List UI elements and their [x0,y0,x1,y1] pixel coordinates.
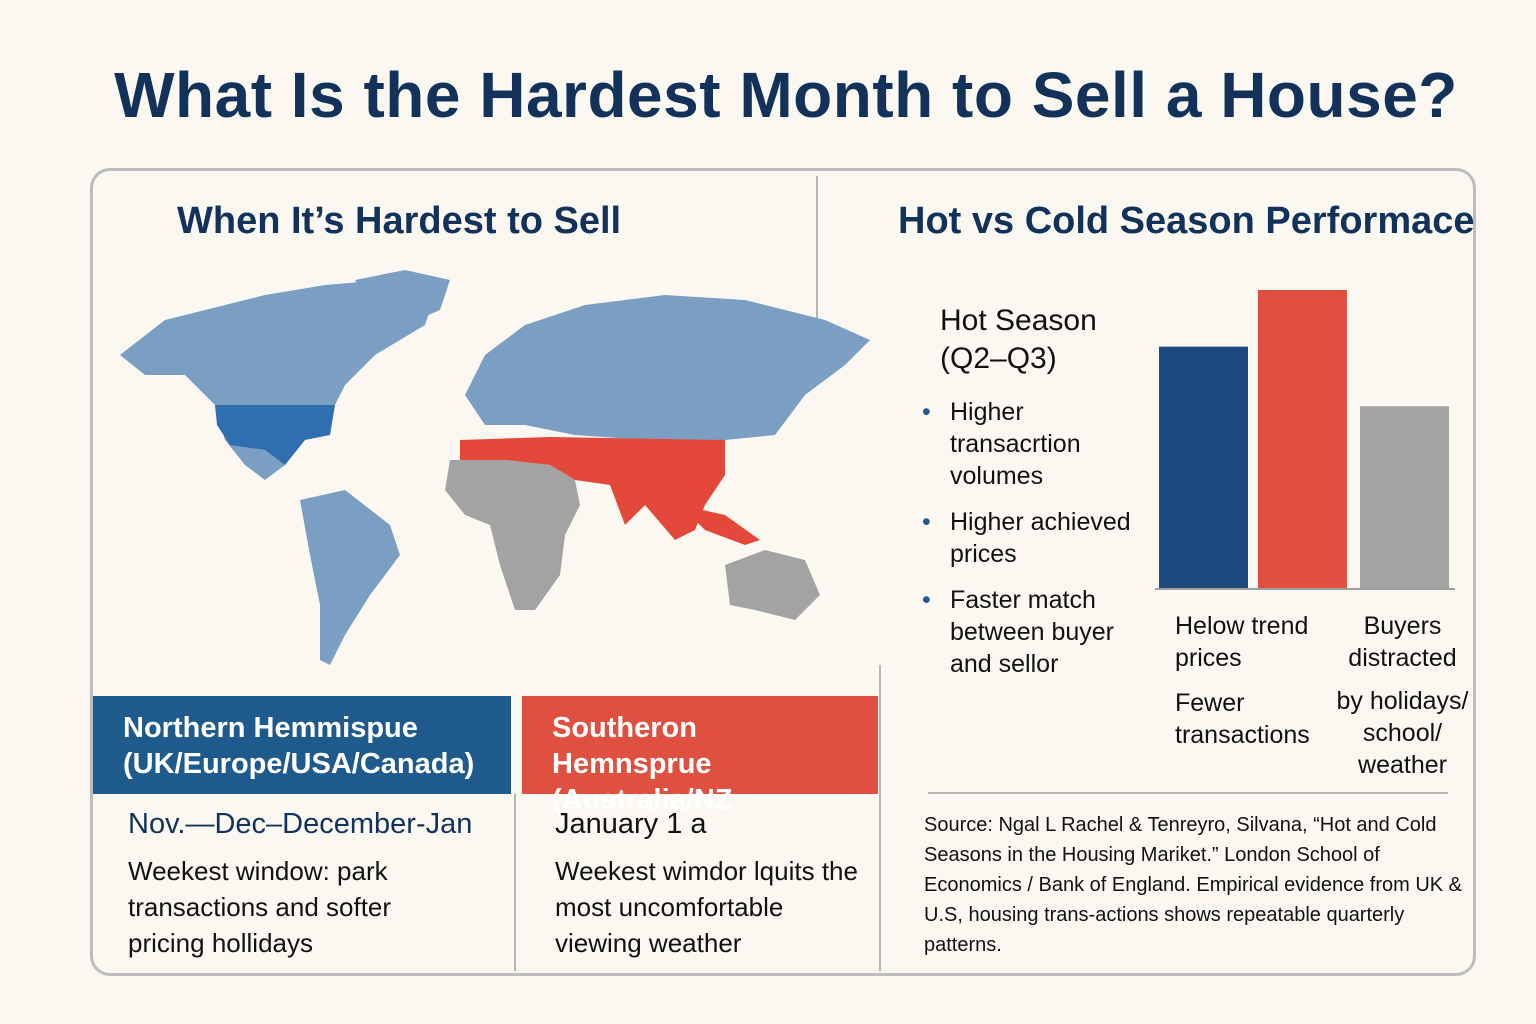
north-america [120,280,435,480]
northern-label-line2: (UK/Europe/USA/Canada) [123,748,475,780]
africa [445,460,580,610]
content-panel [90,168,1476,976]
source-divider [928,792,1448,794]
bullet-item: Higher transacrtion volumes [922,396,1147,492]
australia [725,550,820,620]
label-fewer-transactions: Fewer transactions [1175,689,1310,749]
bar-3 [1360,406,1449,588]
southern-label-line1: Southeron Hemnsprue [552,712,712,780]
bullet-item: Higher achieved prices [922,506,1147,570]
southern-label-line2: (Australia/NZ [552,784,733,816]
bar-1 [1159,346,1248,588]
bar-2 [1258,290,1347,588]
hot-season-title: Hot Season (Q2–Q3) [940,302,1097,378]
divider [514,794,516,971]
label-buyers-distracted: Buyers distracted [1348,612,1457,672]
right-heading: Hot vs Cold Season Performace [898,200,1475,242]
south-america [300,490,400,665]
usa-region [215,405,335,465]
world-map [120,270,870,665]
page-title: What Is the Hardest Month to Sell a Hous… [114,59,1458,131]
season-bar-chart [1155,290,1455,590]
greenland [355,270,450,325]
northern-label-line1: Northern Hemmispue [123,712,418,744]
divider [816,176,818,324]
hot-season-bullets: Higher transacrtion volumes Higher achie… [922,396,1147,694]
label-holidays: by holidays/ school/ weather [1336,687,1469,779]
northern-months: Nov.—Dec–December-Jan [128,808,473,840]
divider [879,665,881,971]
south-asia-region [460,437,725,540]
southern-description: Weekest wimdor lquits the most uncomfort… [555,856,858,958]
northern-description: Weekest window: park transactions and so… [128,856,392,958]
left-heading: When It’s Hardest to Sell [177,200,622,242]
label-below-trend: Helow trend prices [1175,612,1309,672]
hot-season-line2: (Q2–Q3) [940,342,1057,375]
northern-hemisphere-label: Northern Hemmispue (UK/Europe/USA/Canada… [93,696,511,794]
source-citation: Source: Ngal L Rachel & Tenreyro, Silvan… [924,814,1463,956]
bullet-item: Faster match between buyer and sellor [922,584,1147,680]
southern-months: January 1 a [555,808,707,840]
eurasia [465,295,870,440]
southern-hemisphere-label: Southeron Hemnsprue (Australia/NZ [522,696,878,816]
indonesia-region [680,505,760,545]
hot-season-line1: Hot Season [940,304,1097,337]
